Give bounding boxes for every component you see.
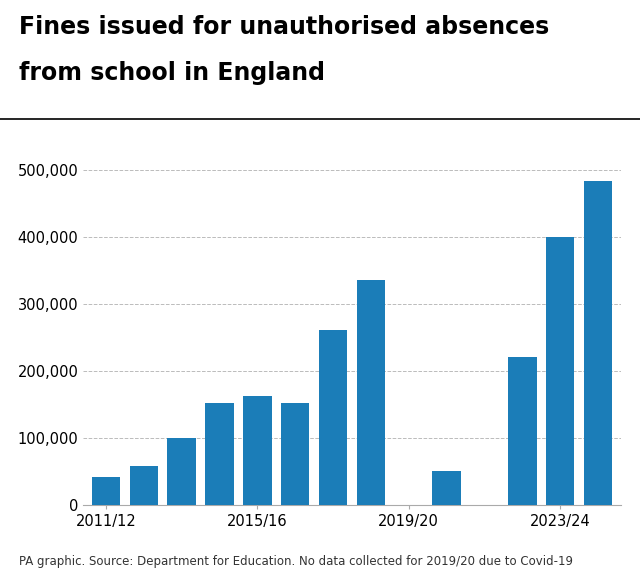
Bar <box>508 357 536 505</box>
Bar <box>205 403 234 505</box>
Bar <box>243 396 271 505</box>
Text: PA graphic. Source: Department for Education. No data collected for 2019/20 due : PA graphic. Source: Department for Educa… <box>19 555 573 568</box>
Bar <box>546 236 575 505</box>
Bar <box>433 471 461 505</box>
Text: Fines issued for unauthorised absences: Fines issued for unauthorised absences <box>19 15 550 38</box>
Bar <box>584 181 612 505</box>
Text: from school in England: from school in England <box>19 61 325 85</box>
Bar <box>92 478 120 505</box>
Bar <box>129 466 158 505</box>
Bar <box>281 403 309 505</box>
Bar <box>319 330 348 505</box>
Bar <box>356 280 385 505</box>
Bar <box>168 437 196 505</box>
